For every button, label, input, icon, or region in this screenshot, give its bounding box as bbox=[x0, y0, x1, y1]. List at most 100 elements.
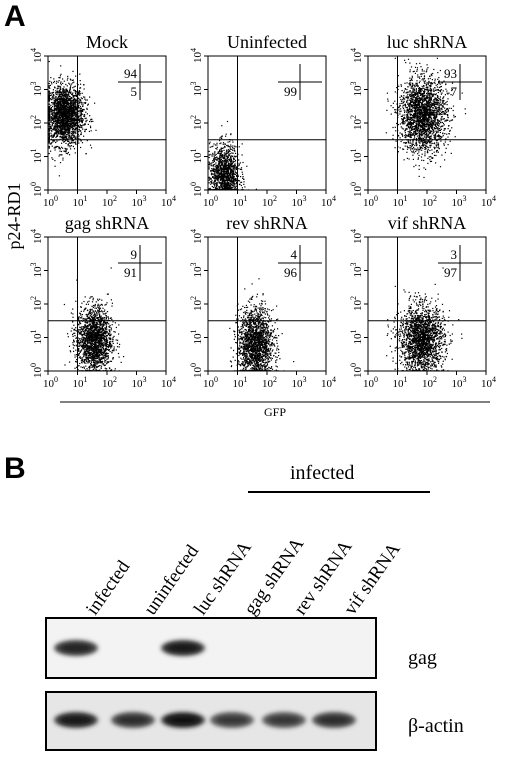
y-tick-label: 102 bbox=[29, 115, 44, 130]
scatter-points bbox=[386, 267, 463, 372]
quadrant-lower-value: 99 bbox=[284, 84, 297, 99]
y-tick-label: 102 bbox=[349, 115, 364, 130]
plot-title: gag shRNA bbox=[65, 213, 150, 233]
actin-blot-label: β-actin bbox=[408, 715, 464, 737]
quadrant-upper-value: 4 bbox=[291, 247, 298, 262]
x-tick-label: 100 bbox=[203, 194, 218, 209]
x-tick-label: 102 bbox=[422, 194, 437, 209]
y-tick-label: 103 bbox=[189, 82, 204, 97]
blot-frame bbox=[45, 617, 377, 679]
y-tick-label: 104 bbox=[189, 48, 204, 63]
x-tick-label: 104 bbox=[161, 375, 176, 390]
x-tick-label: 102 bbox=[422, 375, 437, 390]
y-tick-label: 104 bbox=[29, 48, 44, 63]
quadrant-lower-value: 96 bbox=[284, 265, 298, 280]
quadrant-upper-value: 9 bbox=[131, 247, 138, 262]
y-tick-label: 100 bbox=[349, 363, 364, 378]
plot-title: luc shRNA bbox=[387, 32, 468, 52]
plot-title: Mock bbox=[86, 32, 128, 52]
y-axis-label: p24-RD1 bbox=[4, 183, 24, 250]
x-tick-label: 100 bbox=[363, 194, 378, 209]
quadrant-upper-value: 93 bbox=[444, 66, 457, 81]
y-tick-label: 103 bbox=[189, 263, 204, 278]
y-tick-label: 101 bbox=[29, 330, 44, 345]
scatter-points bbox=[229, 278, 295, 372]
y-tick-label: 101 bbox=[29, 149, 44, 164]
scatter-points bbox=[63, 267, 125, 372]
x-tick-label: 101 bbox=[233, 375, 248, 390]
y-tick-label: 103 bbox=[29, 263, 44, 278]
y-tick-label: 100 bbox=[189, 182, 204, 197]
x-tick-label: 101 bbox=[393, 194, 408, 209]
plot-title: Uninfected bbox=[227, 32, 307, 52]
x-tick-label: 103 bbox=[452, 375, 467, 390]
y-tick-label: 102 bbox=[29, 296, 44, 311]
y-tick-label: 101 bbox=[189, 330, 204, 345]
blot-band bbox=[161, 640, 205, 656]
y-tick-label: 104 bbox=[349, 48, 364, 63]
plot-title: vif shRNA bbox=[388, 213, 467, 233]
x-tick-label: 104 bbox=[481, 375, 496, 390]
blot-frame bbox=[45, 691, 377, 751]
scatter-points bbox=[385, 57, 467, 179]
quadrant-lower-value: 91 bbox=[124, 265, 137, 280]
x-tick-label: 102 bbox=[262, 375, 277, 390]
x-tick-label: 101 bbox=[393, 375, 408, 390]
x-tick-label: 104 bbox=[321, 194, 336, 209]
x-tick-label: 100 bbox=[43, 194, 58, 209]
blot-strip bbox=[45, 617, 377, 679]
x-tick-label: 103 bbox=[132, 375, 147, 390]
panel-b-letter: B bbox=[4, 452, 26, 485]
y-tick-label: 104 bbox=[189, 229, 204, 244]
blot-strip bbox=[45, 691, 377, 751]
y-tick-label: 100 bbox=[29, 182, 44, 197]
x-tick-label: 104 bbox=[321, 375, 336, 390]
plot-frame bbox=[207, 236, 327, 372]
x-tick-label: 101 bbox=[73, 194, 88, 209]
x-tick-label: 100 bbox=[43, 375, 58, 390]
y-tick-label: 102 bbox=[349, 296, 364, 311]
scatter-points bbox=[48, 60, 97, 177]
infected-group-label: infected bbox=[290, 462, 355, 484]
y-tick-label: 101 bbox=[189, 149, 204, 164]
blot-band bbox=[262, 712, 306, 728]
y-tick-label: 100 bbox=[189, 363, 204, 378]
blot-band bbox=[161, 712, 205, 728]
blot-band bbox=[111, 712, 155, 728]
x-tick-label: 103 bbox=[452, 194, 467, 209]
x-tick-label: 103 bbox=[292, 194, 307, 209]
blot-band bbox=[312, 712, 356, 728]
x-tick-label: 103 bbox=[292, 375, 307, 390]
x-axis-label: GFP bbox=[264, 405, 286, 419]
quadrant-lower-value: 7 bbox=[451, 84, 458, 99]
y-tick-label: 100 bbox=[349, 182, 364, 197]
x-tick-label: 100 bbox=[363, 375, 378, 390]
x-tick-label: 104 bbox=[481, 194, 496, 209]
gag-blot-label: gag bbox=[408, 647, 437, 669]
blot-band bbox=[54, 712, 98, 728]
x-tick-label: 101 bbox=[73, 375, 88, 390]
x-tick-label: 102 bbox=[102, 194, 117, 209]
panel-a-letter: A bbox=[4, 0, 26, 33]
x-tick-label: 104 bbox=[161, 194, 176, 209]
y-tick-label: 103 bbox=[29, 82, 44, 97]
plot-frame bbox=[47, 236, 167, 372]
quadrant-upper-value: 94 bbox=[124, 66, 138, 81]
blot-band bbox=[210, 712, 254, 728]
x-tick-label: 102 bbox=[262, 194, 277, 209]
infected-group-bracket bbox=[248, 491, 430, 493]
x-tick-label: 103 bbox=[132, 194, 147, 209]
y-tick-label: 101 bbox=[349, 330, 364, 345]
y-tick-label: 103 bbox=[349, 82, 364, 97]
y-tick-label: 103 bbox=[349, 263, 364, 278]
quadrant-upper-value: 3 bbox=[451, 247, 458, 262]
quadrant-lower-value: 5 bbox=[131, 84, 138, 99]
y-tick-label: 100 bbox=[29, 363, 44, 378]
